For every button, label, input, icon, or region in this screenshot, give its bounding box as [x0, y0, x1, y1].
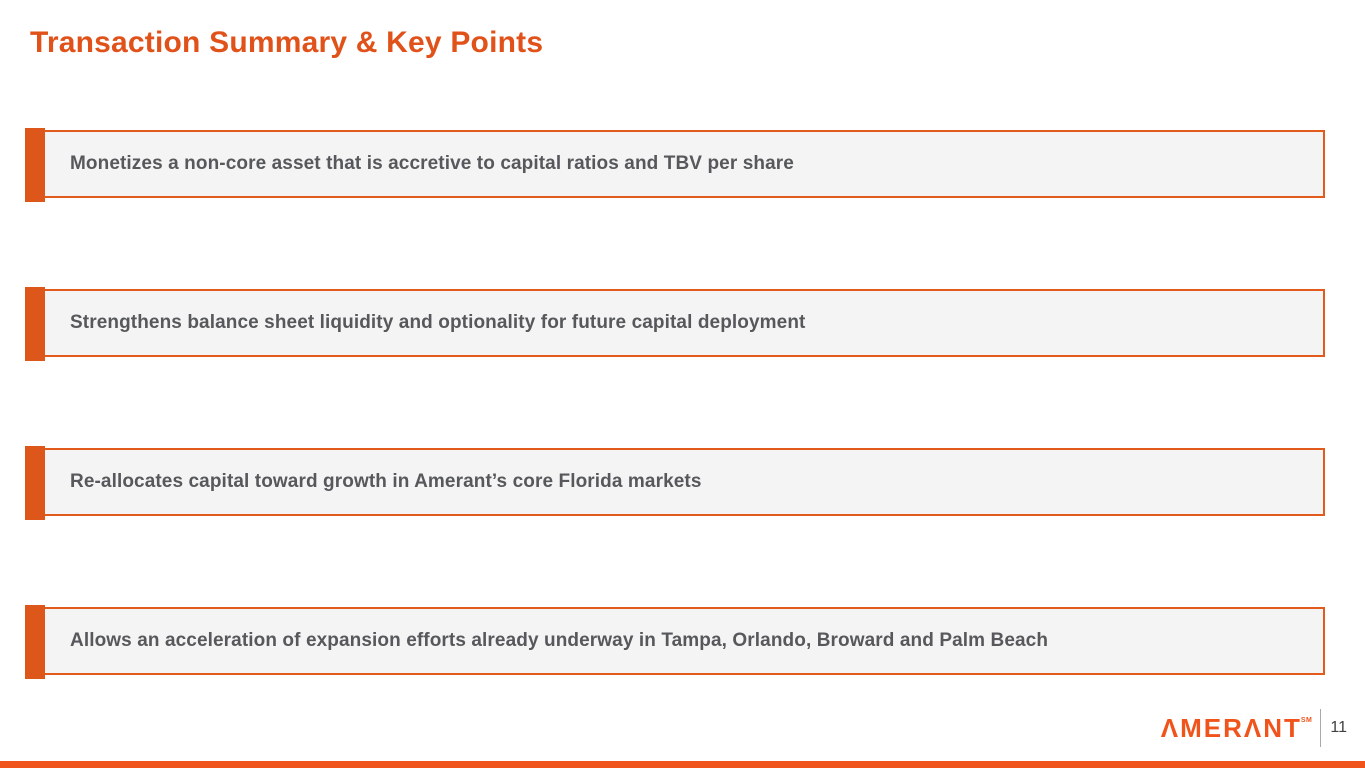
keypoint-panel: Strengthens balance sheet liquidity and …: [25, 289, 1325, 357]
footer-divider: [1320, 709, 1322, 747]
keypoint-box-4: Allows an acceleration of expansion effo…: [25, 605, 1325, 679]
accent-bar: [25, 287, 45, 361]
accent-bar: [25, 446, 45, 520]
amerant-logo: ΛMERΛNTSM: [1161, 715, 1314, 741]
keypoint-box-3: Re-allocates capital toward growth in Am…: [25, 446, 1325, 520]
keypoint-box-2: Strengthens balance sheet liquidity and …: [25, 287, 1325, 361]
keypoint-text: Monetizes a non-core asset that is accre…: [70, 153, 794, 174]
page-title: Transaction Summary & Key Points: [30, 26, 544, 59]
service-mark: SM: [1300, 717, 1313, 724]
keypoint-text: Re-allocates capital toward growth in Am…: [70, 471, 702, 492]
accent-bar: [25, 128, 45, 202]
page-number: 11: [1330, 719, 1347, 736]
slide-footer: ΛMERΛNTSM 11: [1161, 706, 1347, 750]
keypoint-panel: Allows an acceleration of expansion effo…: [25, 607, 1325, 675]
keypoint-box-1: Monetizes a non-core asset that is accre…: [25, 128, 1325, 202]
keypoint-text: Strengthens balance sheet liquidity and …: [70, 312, 806, 333]
accent-bar: [25, 605, 45, 679]
keypoint-panel: Re-allocates capital toward growth in Am…: [25, 448, 1325, 516]
amerant-logo-text: ΛMERΛNT: [1160, 713, 1302, 743]
bottom-accent-bar: [0, 761, 1365, 768]
keypoint-panel: Monetizes a non-core asset that is accre…: [25, 130, 1325, 198]
keypoint-text: Allows an acceleration of expansion effo…: [70, 630, 1049, 651]
